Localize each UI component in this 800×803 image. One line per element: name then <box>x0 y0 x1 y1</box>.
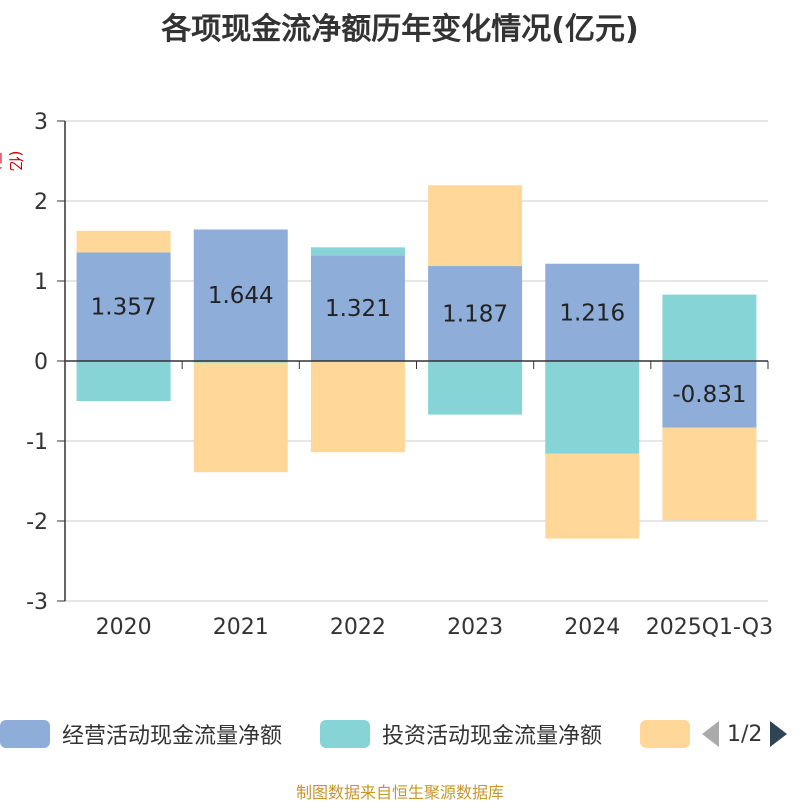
bar-segment <box>662 361 757 428</box>
legend-label-investing: 投资活动现金流量净额 <box>382 724 603 749</box>
data-label: 1.321 <box>325 296 391 322</box>
legend-swatch-investing <box>320 720 370 748</box>
legend-page-indicator: 1/2 <box>727 721 763 747</box>
y-tick-label: -3 <box>26 590 48 615</box>
bar-segment <box>428 185 523 267</box>
bar-segment <box>662 294 757 361</box>
bar-segment <box>193 361 288 363</box>
data-label: 1.216 <box>559 300 625 326</box>
bar-segment <box>310 255 405 361</box>
bar-segment <box>193 362 288 473</box>
bar-segment <box>545 263 640 361</box>
bar-segment <box>545 361 640 454</box>
data-label: 1.644 <box>208 283 274 309</box>
data-source-footer: 制图数据来自恒生聚源数据库 <box>295 783 504 802</box>
legend-prev-icon[interactable] <box>702 721 719 747</box>
x-tick-label: 2021 <box>213 615 269 640</box>
legend: 经营活动现金流量净额 投资活动现金流量净额 1/2 <box>0 716 800 756</box>
legend-item-investing[interactable]: 投资活动现金流量净额 <box>320 716 602 752</box>
legend-item-operating[interactable]: 经营活动现金流量净额 <box>0 716 282 752</box>
y-tick-label: 3 <box>34 110 48 135</box>
x-tick-label: 2022 <box>330 615 386 640</box>
x-tick-label: 2025Q1-Q3 <box>646 615 773 640</box>
x-tick-label: 2023 <box>447 615 503 640</box>
bar-segment <box>428 361 523 415</box>
y-tick-label: 1 <box>34 270 48 295</box>
bar-segment <box>193 229 288 361</box>
x-tick-label: 2024 <box>564 615 620 640</box>
data-label: 1.187 <box>442 302 508 328</box>
stacked-bar-chart: 3 2 1 0 -1 -2 -3 1.357 1.644 1.321 1.187 1.216 -0.83… <box>26 110 773 640</box>
legend-label-operating: 经营活动现金流量净额 <box>62 724 283 749</box>
legend-item-financing[interactable] <box>640 716 690 752</box>
y-tick-label: 2 <box>34 190 48 215</box>
y-tick-label: 0 <box>34 350 48 375</box>
chart-title: 各项现金流净额历年变化情况(亿元) <box>161 12 639 47</box>
legend-next-icon[interactable] <box>770 721 788 747</box>
bar-segment <box>310 361 405 453</box>
bar-segment <box>76 230 171 253</box>
data-label: -0.831 <box>672 382 746 408</box>
legend-swatch-financing <box>640 720 690 748</box>
bar-segment <box>76 252 171 361</box>
y-tick-label: -1 <box>26 430 48 455</box>
bar-segment <box>545 453 640 539</box>
legend-pager: 1/2 <box>702 716 788 752</box>
bar-segment <box>428 266 523 361</box>
bar-segment <box>310 247 405 256</box>
y-tick-label: -2 <box>26 510 48 535</box>
x-tick-label: 2020 <box>96 615 152 640</box>
bar-segment <box>662 427 757 521</box>
legend-swatch-operating <box>0 720 50 748</box>
data-label: 1.357 <box>91 295 157 321</box>
bar-segment <box>76 361 171 401</box>
